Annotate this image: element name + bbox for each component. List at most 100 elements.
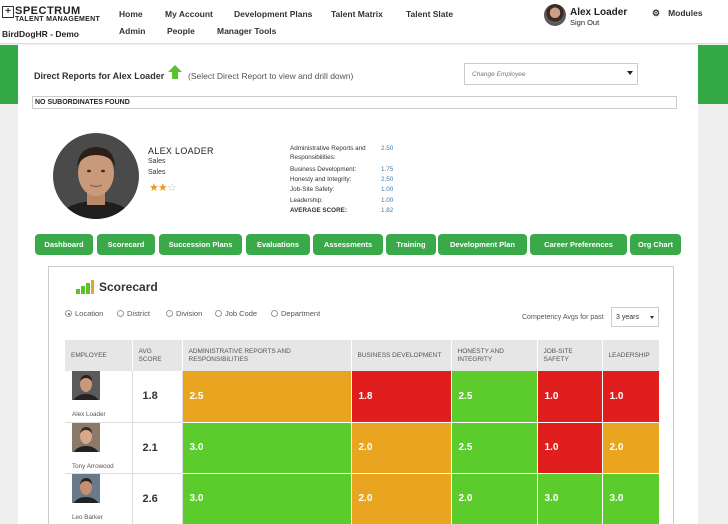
employee-photo — [72, 422, 100, 452]
nav-development-plans[interactable]: Development Plans — [234, 9, 313, 19]
score-cell[interactable]: 1.8 — [351, 371, 452, 423]
score-leadership: Leadership: 1.00 — [290, 197, 394, 204]
radio-selected-icon — [65, 310, 72, 317]
score-cell[interactable]: 2.0 — [351, 473, 452, 524]
score-cell[interactable]: 3.0 — [182, 422, 352, 474]
column-header[interactable]: LEADERSHIP — [602, 340, 660, 371]
nav-home[interactable]: Home — [119, 9, 143, 19]
filter-location-radio[interactable]: Location — [65, 309, 103, 318]
nav-manager-tools[interactable]: Manager Tools — [217, 26, 277, 36]
table-header-row: EMPLOYEE AVG SCORE ADMINISTRATIVE REPORT… — [65, 340, 660, 371]
tab-career-preferences[interactable]: Career Preferences — [530, 234, 627, 255]
scorecard-title: Scorecard — [99, 280, 158, 294]
column-header[interactable]: EMPLOYEE — [65, 340, 133, 371]
filter-division-radio[interactable]: Division — [166, 309, 202, 318]
tab-development-plan[interactable]: Development Plan — [438, 234, 527, 255]
logo-mark: + — [2, 6, 14, 18]
nav-people[interactable]: People — [167, 26, 195, 36]
star-empty-icon: ☆ — [166, 182, 177, 194]
score-cell[interactable]: 2.5 — [451, 371, 538, 423]
top-navigation: + SPECTRUM TALENT MANAGEMENT BirdDogHR -… — [0, 0, 728, 44]
filter-district-radio[interactable]: District — [117, 309, 150, 318]
employee-name: Alex Loader — [72, 411, 106, 419]
column-header[interactable]: ADMINISTRATIVE REPORTS AND RESPONSIBILIT… — [182, 340, 352, 371]
user-avatar — [544, 4, 566, 26]
tab-scorecard[interactable]: Scorecard — [97, 234, 155, 255]
employee-cell[interactable]: Tony Arrowood — [65, 422, 133, 474]
profile-department: Sales — [148, 158, 166, 165]
radio-icon — [166, 310, 173, 317]
avg-score-cell: 2.6 — [132, 473, 183, 524]
tab-org-chart[interactable]: Org Chart — [630, 234, 681, 255]
nav-my-account[interactable]: My Account — [165, 9, 213, 19]
score-cell[interactable]: 3.0 — [182, 473, 352, 524]
column-header[interactable]: AVG SCORE — [132, 340, 183, 371]
score-cell[interactable]: 2.0 — [451, 473, 538, 524]
competency-period-select[interactable]: 3 years — [611, 307, 659, 327]
bar-chart-icon — [76, 280, 94, 294]
modules-label: Modules — [668, 8, 703, 18]
user-name: Alex Loader — [570, 7, 628, 18]
star-filled-icon: ★ — [157, 182, 168, 194]
avg-score-cell: 1.8 — [132, 371, 183, 423]
direct-reports-title: Direct Reports for Alex Loader — [34, 71, 165, 81]
spectrum-logo[interactable]: + SPECTRUM TALENT MANAGEMENT — [2, 6, 100, 24]
table-row[interactable]: Tony Arrowood 2.1 3.0 2.0 2.5 1.0 2.0 — [65, 422, 660, 474]
score-cell[interactable]: 2.5 — [182, 371, 352, 423]
nav-talent-slate[interactable]: Talent Slate — [406, 9, 454, 19]
score-cell[interactable]: 1.0 — [537, 371, 603, 423]
scorecard-panel: Scorecard Location District Division Job… — [48, 266, 674, 524]
modules-menu[interactable]: ⚙ Modules — [652, 8, 703, 19]
employee-photo — [72, 473, 100, 503]
tab-dashboard[interactable]: Dashboard — [35, 234, 93, 255]
site-name: BirdDogHR - Demo — [2, 29, 79, 39]
score-cell[interactable]: 3.0 — [602, 473, 660, 524]
star-filled-icon: ★ — [149, 182, 159, 194]
table-row[interactable]: Leo Barker 2.6 3.0 2.0 2.0 3.0 3.0 — [65, 473, 660, 524]
scorecard-table: EMPLOYEE AVG SCORE ADMINISTRATIVE REPORT… — [65, 340, 660, 524]
radio-icon — [271, 310, 278, 317]
filter-job-code-radio[interactable]: Job Code — [215, 309, 257, 318]
column-header[interactable]: BUSINESS DEVELOPMENT — [351, 340, 452, 371]
employee-photo — [72, 371, 100, 401]
score-cell[interactable]: 3.0 — [537, 473, 603, 524]
sign-out-link[interactable]: Sign Out — [570, 18, 600, 27]
score-cell[interactable]: 2.0 — [602, 422, 660, 474]
table-row[interactable]: Alex Loader 1.8 2.5 1.8 2.5 1.0 1.0 — [65, 371, 660, 423]
logo-subtitle: TALENT MANAGEMENT — [15, 16, 101, 23]
score-cell[interactable]: 1.0 — [602, 371, 660, 423]
tab-evaluations[interactable]: Evaluations — [246, 234, 310, 255]
change-employee-select[interactable]: Change Employee — [464, 63, 638, 85]
radio-icon — [117, 310, 124, 317]
rating-stars: ★★☆ — [149, 181, 177, 194]
change-employee-placeholder: Change Employee — [472, 71, 526, 78]
score-business-development: Business Development: 1.75 — [290, 166, 394, 173]
competency-avgs-label: Competency Avgs for past — [522, 314, 604, 321]
score-honesty-integrity: Honesty and Integrity: 2.50 — [290, 176, 394, 183]
filter-department-radio[interactable]: Department — [271, 309, 320, 318]
employee-cell[interactable]: Leo Barker — [65, 473, 133, 524]
employee-cell[interactable]: Alex Loader — [65, 371, 133, 423]
score-cell[interactable]: 2.5 — [451, 422, 538, 474]
caret-down-icon — [650, 316, 654, 319]
score-average: AVERAGE SCORE: 1.82 — [290, 207, 394, 214]
score-cell[interactable]: 1.0 — [537, 422, 603, 474]
column-header[interactable]: JOB-SITE SAFETY — [537, 340, 603, 371]
tab-succession-plans[interactable]: Succession Plans — [159, 234, 242, 255]
main-panel: Direct Reports for Alex Loader (Select D… — [18, 45, 698, 524]
employee-name: Tony Arrowood — [72, 462, 114, 470]
score-cell[interactable]: 2.0 — [351, 422, 452, 474]
profile-name: ALEX LOADER — [148, 146, 214, 156]
score-admin-reports: Administrative Reports and Responsibilit… — [290, 145, 394, 161]
tab-training[interactable]: Training — [386, 234, 436, 255]
tab-assessments[interactable]: Assessments — [313, 234, 383, 255]
arrow-up-icon[interactable] — [168, 65, 182, 79]
profile-photo — [53, 133, 139, 219]
logo-title: SPECTRUM — [15, 5, 81, 17]
employee-name: Leo Barker — [72, 513, 103, 521]
profile-position: Sales — [148, 169, 166, 176]
nav-talent-matrix[interactable]: Talent Matrix — [331, 9, 383, 19]
nav-admin[interactable]: Admin — [119, 26, 146, 36]
column-header[interactable]: HONESTY AND INTEGRITY — [451, 340, 538, 371]
gears-icon: ⚙ — [652, 8, 661, 18]
